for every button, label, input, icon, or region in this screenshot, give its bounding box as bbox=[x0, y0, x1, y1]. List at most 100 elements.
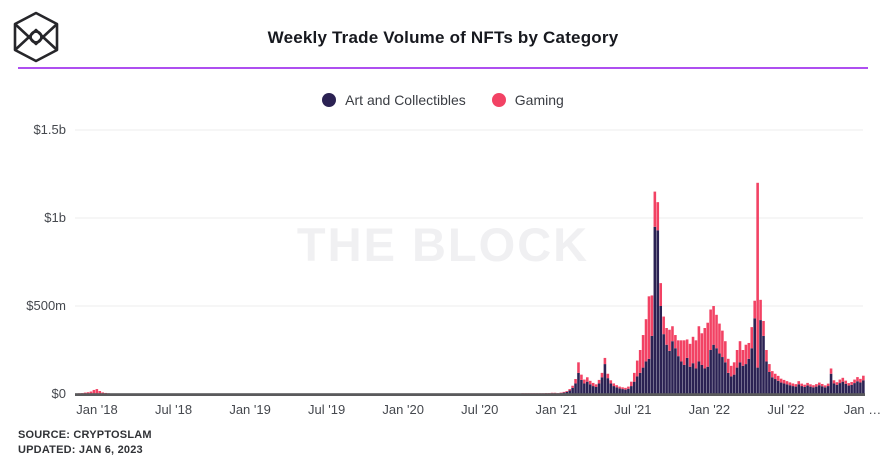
bar-gaming bbox=[632, 372, 636, 382]
bar-gaming bbox=[841, 377, 845, 382]
bar-art-and-collectibles bbox=[597, 383, 601, 394]
bar-gaming bbox=[726, 358, 730, 373]
bar-art-and-collectibles bbox=[788, 385, 792, 394]
bar-art-and-collectibles bbox=[756, 367, 759, 394]
bar-gaming bbox=[747, 342, 751, 359]
source-text: SOURCE: CRYPTOSLAM bbox=[18, 429, 152, 441]
bar-gaming bbox=[750, 327, 754, 349]
bar-gaming bbox=[656, 202, 660, 231]
x-axis-line bbox=[75, 393, 865, 396]
bar-art-and-collectibles bbox=[856, 381, 859, 394]
bar-art-and-collectibles bbox=[603, 364, 607, 394]
x-axis-label: Jul '21 bbox=[614, 402, 652, 417]
updated-text: UPDATED: JAN 6, 2023 bbox=[18, 443, 143, 456]
bar-gaming bbox=[732, 362, 736, 375]
bar-art-and-collectibles bbox=[653, 226, 657, 394]
bar-art-and-collectibles bbox=[768, 372, 771, 394]
bar-art-and-collectibles bbox=[747, 358, 751, 394]
bar-gaming bbox=[759, 299, 762, 321]
bar-art-and-collectibles bbox=[753, 318, 756, 394]
bar-art-and-collectibles bbox=[627, 388, 630, 394]
legend-item-art-and-collectibles: Art and Collectibles bbox=[322, 92, 466, 108]
bar-art-and-collectibles bbox=[679, 361, 683, 394]
bar-gaming bbox=[762, 320, 765, 336]
bar-art-and-collectibles bbox=[586, 381, 589, 394]
bar-art-and-collectibles bbox=[715, 348, 718, 394]
bar-art-and-collectibles bbox=[574, 383, 577, 394]
bar-gaming bbox=[832, 380, 836, 384]
bar-art-and-collectibles bbox=[741, 365, 745, 394]
bar-art-and-collectibles bbox=[853, 383, 856, 394]
bar-gaming bbox=[729, 365, 733, 377]
bar-gaming bbox=[826, 383, 830, 387]
x-axis-label: Jul '19 bbox=[308, 402, 346, 417]
bar-gaming bbox=[862, 375, 865, 381]
bar-art-and-collectibles bbox=[703, 368, 707, 394]
bar-art-and-collectibles bbox=[806, 385, 809, 394]
bar-gaming bbox=[691, 336, 695, 364]
bar-art-and-collectibles bbox=[841, 381, 845, 394]
bar-gaming bbox=[659, 283, 663, 306]
bar-gaming bbox=[630, 381, 633, 387]
bar-gaming bbox=[603, 357, 607, 365]
bar-gaming bbox=[665, 328, 668, 345]
bar-gaming bbox=[92, 389, 96, 394]
bar-gaming bbox=[782, 379, 786, 384]
bar-art-and-collectibles bbox=[659, 306, 663, 394]
bar-art-and-collectibles bbox=[697, 361, 701, 394]
bar-gaming bbox=[565, 391, 569, 392]
bar-gaming bbox=[600, 372, 604, 378]
bar-art-and-collectibles bbox=[706, 366, 709, 394]
bar-art-and-collectibles bbox=[726, 372, 730, 394]
bar-gaming bbox=[694, 340, 698, 369]
bar-art-and-collectibles bbox=[797, 384, 801, 394]
x-axis-label: Jul '20 bbox=[461, 402, 499, 417]
bar-gaming bbox=[838, 379, 842, 384]
bar-gaming bbox=[803, 384, 806, 387]
bar-gaming bbox=[756, 182, 759, 368]
bar-art-and-collectibles bbox=[630, 386, 633, 394]
bar-art-and-collectibles bbox=[744, 364, 748, 394]
legend-item-gaming: Gaming bbox=[491, 92, 564, 108]
legend-label-gaming: Gaming bbox=[514, 92, 564, 108]
bar-gaming bbox=[627, 386, 630, 389]
bar-art-and-collectibles bbox=[732, 374, 736, 394]
x-axis-label: Jan … bbox=[843, 402, 882, 417]
bar-gaming bbox=[641, 335, 645, 368]
bar-art-and-collectibles bbox=[735, 367, 739, 394]
bar-art-and-collectibles bbox=[773, 379, 777, 394]
bar-art-and-collectibles bbox=[800, 386, 803, 394]
legend-dot-gaming-icon bbox=[491, 93, 506, 107]
legend-dot-art-icon bbox=[322, 93, 337, 107]
bar-gaming bbox=[806, 382, 809, 386]
y-axis-label-1b: $1b bbox=[44, 210, 66, 225]
bar-gaming bbox=[609, 380, 613, 384]
bar-art-and-collectibles bbox=[668, 350, 671, 394]
bar-gaming bbox=[697, 326, 701, 362]
bar-art-and-collectibles bbox=[785, 384, 789, 394]
bar-gaming bbox=[829, 368, 833, 374]
bar-art-and-collectibles bbox=[568, 390, 571, 394]
bar-gaming bbox=[765, 350, 768, 362]
bar-art-and-collectibles bbox=[594, 386, 598, 394]
bar-gaming bbox=[768, 364, 771, 372]
bar-gaming bbox=[773, 373, 777, 380]
bar-art-and-collectibles bbox=[826, 386, 830, 394]
bar-gaming bbox=[812, 385, 815, 388]
bar-gaming bbox=[785, 381, 789, 385]
bar-art-and-collectibles bbox=[565, 391, 569, 394]
bar-art-and-collectibles bbox=[862, 380, 865, 394]
y-axis-label-0: $0 bbox=[51, 386, 66, 401]
bar-gaming bbox=[674, 335, 677, 349]
bar-gaming bbox=[653, 191, 657, 227]
bar-gaming bbox=[583, 379, 586, 384]
bar-gaming bbox=[98, 391, 102, 394]
bar-art-and-collectibles bbox=[612, 386, 616, 394]
bar-gaming bbox=[615, 385, 618, 388]
bar-art-and-collectibles bbox=[832, 383, 836, 394]
bar-gaming bbox=[650, 295, 654, 336]
bar-gaming bbox=[591, 382, 595, 387]
bar-gaming bbox=[571, 385, 574, 388]
